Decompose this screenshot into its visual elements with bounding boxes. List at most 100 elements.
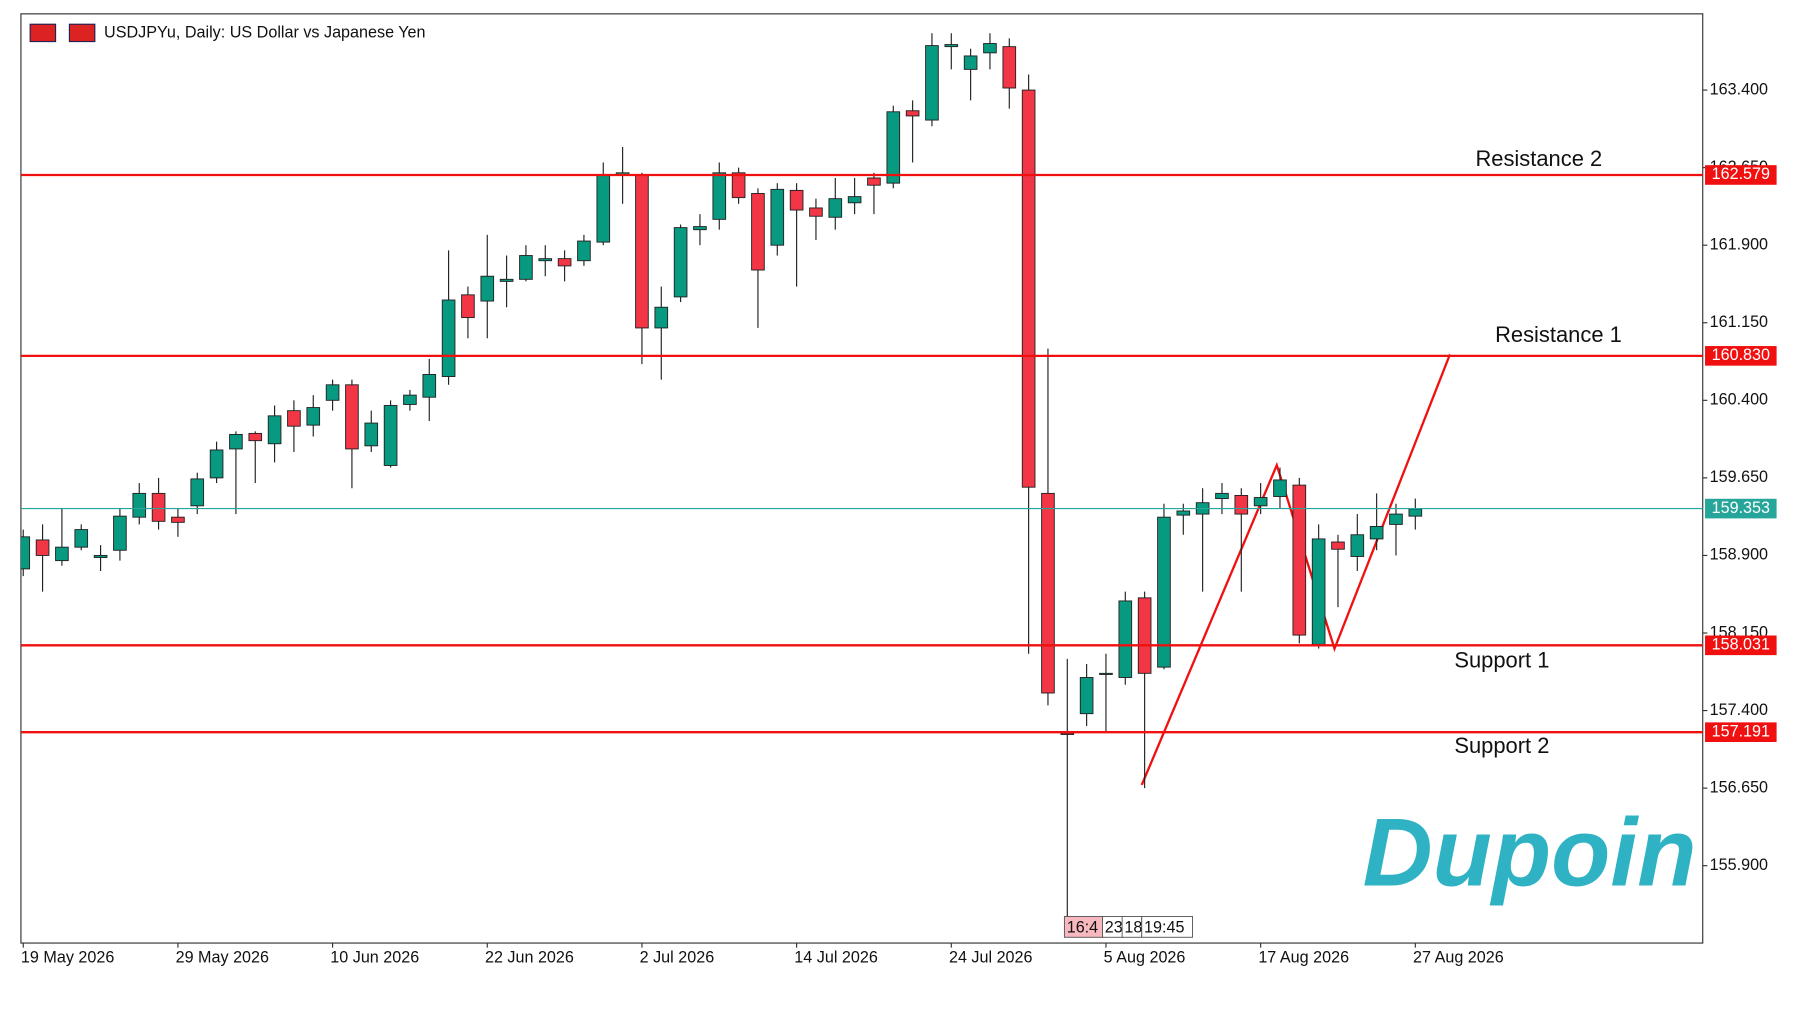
candle-body: [1331, 541, 1345, 550]
symbol-icons: [29, 23, 96, 43]
price-badge: [1705, 722, 1777, 742]
level-name: Support 2: [1454, 733, 1549, 758]
candle-body: [944, 44, 959, 48]
price-badge: [1705, 165, 1777, 185]
x-tick-label: 29 May 2026: [176, 948, 269, 966]
x-tick-label: 27 Aug 2026: [1413, 948, 1504, 966]
candle-body: [809, 207, 823, 217]
candle-body: [847, 196, 862, 204]
icon: [68, 23, 96, 43]
candle-body: [557, 258, 572, 267]
y-tick-label: 159.650: [1710, 468, 1768, 486]
candle-body: [828, 198, 843, 218]
price-badge-label: 158.031: [1712, 636, 1770, 654]
chart-title: USDJPYu, Daily: US Dollar vs Japanese Ye…: [104, 24, 426, 42]
candle-body: [1408, 508, 1423, 517]
candle-body: [403, 394, 417, 405]
candle-body: [480, 275, 495, 302]
x-tick-label: 19 May 2026: [21, 948, 114, 966]
candle-body: [1369, 526, 1384, 540]
candle-body: [983, 43, 997, 54]
candle-body: [1099, 672, 1113, 675]
y-tick-label: 163.400: [1710, 80, 1768, 98]
candle-body: [287, 410, 301, 427]
candle-body: [383, 405, 398, 466]
candle-body: [519, 255, 533, 280]
candle-body: [364, 422, 379, 447]
candle-body: [1021, 89, 1036, 488]
level-name: Resistance 1: [1495, 322, 1622, 347]
price-badge: [1705, 635, 1777, 656]
candle-body: [1157, 516, 1171, 668]
level-name: Resistance 2: [1475, 146, 1602, 171]
x-tick-label: 5 Aug 2026: [1104, 948, 1186, 966]
candle-body: [673, 227, 688, 298]
candle-body: [770, 188, 785, 246]
candle-body: [1389, 513, 1403, 525]
candle-body: [1253, 497, 1268, 507]
candle-body: [905, 110, 920, 117]
candle-body: [55, 546, 69, 562]
candle-body: [229, 433, 243, 450]
candle-body: [151, 492, 166, 522]
y-tick-label: 158.900: [1710, 546, 1768, 564]
price-badge-label: 157.191: [1712, 722, 1770, 740]
candle-body: [267, 415, 282, 445]
candle-body: [963, 55, 978, 70]
candle-body: [422, 374, 437, 398]
candle-body: [789, 189, 804, 211]
time-marker: 18: [1124, 918, 1142, 936]
candle-body: [209, 449, 224, 479]
y-tick-label: 161.900: [1710, 235, 1768, 253]
candle-body: [1002, 46, 1017, 89]
candle-body: [1137, 597, 1152, 674]
candle-body: [712, 172, 727, 220]
x-tick-label: 2 Jul 2026: [640, 948, 715, 966]
y-tick-label: 160.400: [1710, 391, 1768, 409]
candle-body: [74, 529, 89, 548]
watermark: Dupoin: [1363, 798, 1697, 907]
time-marker: 16:4: [1067, 918, 1098, 936]
x-tick-label: 22 Jun 2026: [485, 948, 574, 966]
candle-body: [1311, 538, 1326, 645]
price-badge-label: 162.579: [1712, 165, 1770, 183]
candle-body: [1350, 534, 1365, 557]
candle-body: [190, 478, 205, 507]
x-tick-label: 10 Jun 2026: [330, 948, 419, 966]
plot: [20, 33, 1423, 918]
candle-body: [20, 536, 31, 570]
price-badge-label: 160.830: [1712, 346, 1770, 364]
candle-body: [693, 226, 707, 231]
candle-body: [596, 174, 611, 243]
candle-body: [635, 174, 649, 329]
x-tick-label: 14 Jul 2026: [794, 948, 878, 966]
candle-body: [461, 294, 475, 319]
candle-body: [35, 539, 50, 556]
candle-body: [306, 407, 321, 426]
x-tick-label: 17 Aug 2026: [1258, 948, 1349, 966]
candle-body: [113, 515, 127, 551]
x-tick-label: 24 Jul 2026: [949, 948, 1033, 966]
candle-body: [925, 45, 939, 121]
candle-body: [248, 432, 263, 442]
candle-body: [345, 384, 359, 450]
y-tick-label: 155.900: [1710, 856, 1768, 874]
time-marker: 19:45: [1144, 918, 1184, 936]
y-tick-label: 157.400: [1710, 701, 1768, 719]
candle-body: [1273, 479, 1287, 497]
candle-body: [538, 258, 553, 262]
candle-body: [1215, 492, 1229, 500]
candle-body: [1234, 495, 1249, 515]
candle-body: [867, 177, 881, 186]
level-name: Support 1: [1454, 647, 1549, 672]
price-badge: [1705, 346, 1777, 366]
candle-body: [132, 492, 147, 518]
candle-body: [1176, 510, 1191, 516]
time-marker-box: [1141, 916, 1193, 938]
candle-body: [499, 278, 514, 282]
candle-body: [441, 299, 456, 377]
y-tick-label: 156.650: [1710, 778, 1768, 796]
candle-body: [751, 193, 765, 271]
